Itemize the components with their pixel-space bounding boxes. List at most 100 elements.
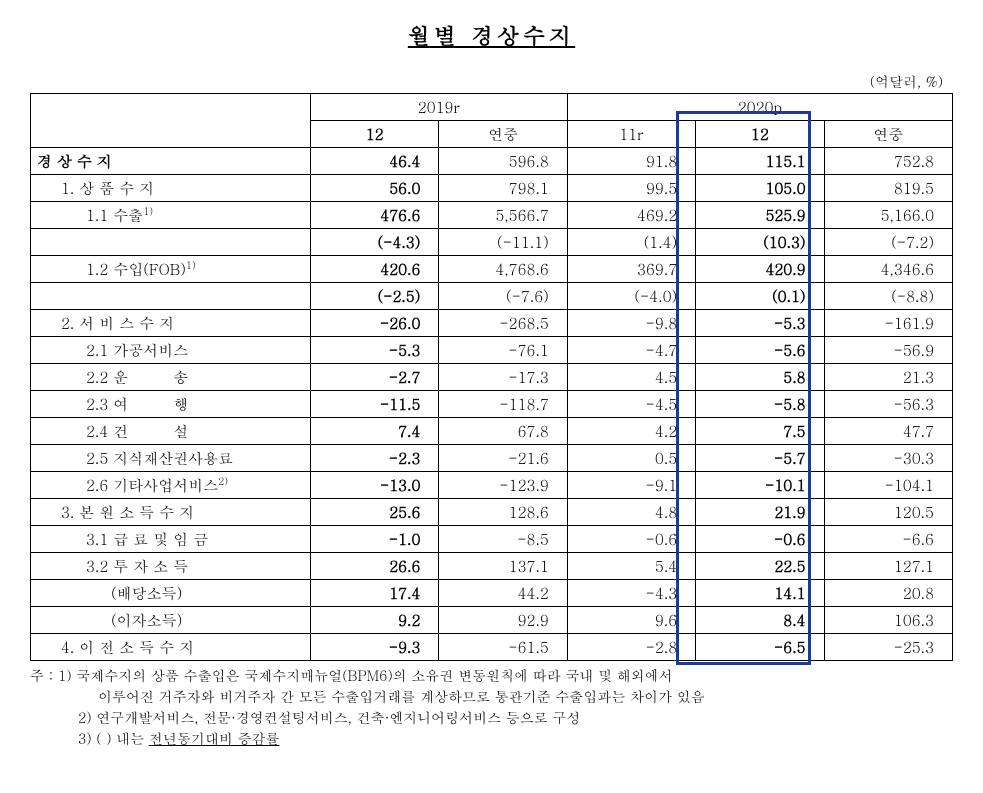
cell: -5.3 [311, 337, 439, 364]
cell: 105.0 [696, 175, 824, 202]
table-row: 2.3 여 행-11.5-118.7-4.5-5.8-56.3 [31, 391, 953, 418]
cell: -1.0 [311, 526, 439, 553]
cell: 137.1 [439, 553, 567, 580]
cell: 5.4 [567, 553, 695, 580]
table-row: (이자소득)9.292.99.68.4106.3 [31, 607, 953, 634]
cell: -10.1 [696, 472, 824, 499]
table-row: 3. 본 원 소 득 수 지25.6128.64.821.9120.5 [31, 499, 953, 526]
note-prefix: 주 : [30, 665, 58, 685]
cell: 0.5 [567, 445, 695, 472]
cell: 5.8 [696, 364, 824, 391]
note-1a: 주 : 1) 국제수지의 상품 수출입은 국제수지매뉴얼(BPM6)의 소유권 … [30, 665, 953, 686]
header-sub5: 연중 [824, 121, 952, 148]
cell: -26.0 [311, 310, 439, 337]
row-label: (이자소득) [31, 607, 311, 634]
cell: -5.8 [696, 391, 824, 418]
cell: -25.3 [824, 634, 952, 661]
cell: -13.0 [311, 472, 439, 499]
table-row: 3.1 급 료 및 임 금-1.0-8.5-0.6-0.6-6.6 [31, 526, 953, 553]
cell: 420.6 [311, 256, 439, 283]
note-1b: 이루어진 거주자와 비거주자 간 모든 수출입거래를 계상하므로 통관기준 수출… [30, 686, 953, 707]
row-label: (배당소득) [31, 580, 311, 607]
table-row: 4. 이 전 소 득 수 지-9.3-61.5-2.8-6.5-25.3 [31, 634, 953, 661]
cell: 5,166.0 [824, 202, 952, 229]
cell: 120.5 [824, 499, 952, 526]
table-row: (-2.5)(-7.6)(-4.0)(0.1)(-8.8) [31, 283, 953, 310]
cell: 20.8 [824, 580, 952, 607]
cell: -0.6 [696, 526, 824, 553]
cell: 7.5 [696, 418, 824, 445]
table-row: 2.1 가공서비스-5.3-76.1-4.7-5.6-56.9 [31, 337, 953, 364]
cell: 5,566.7 [439, 202, 567, 229]
table-wrapper: 2019r 2020p 12 연중 11r 12 연중 경 상 수 지46.45… [30, 93, 953, 661]
cell: 92.9 [439, 607, 567, 634]
cell: 9.6 [567, 607, 695, 634]
cell: -4.5 [567, 391, 695, 418]
cell: -5.7 [696, 445, 824, 472]
cell: (-4.3) [311, 229, 439, 256]
cell: -30.3 [824, 445, 952, 472]
cell: -118.7 [439, 391, 567, 418]
cell: 91.8 [567, 148, 695, 175]
cell: (-2.5) [311, 283, 439, 310]
cell: (-4.0) [567, 283, 695, 310]
cell: 127.1 [824, 553, 952, 580]
cell: 8.4 [696, 607, 824, 634]
header-sub3: 11r [567, 121, 695, 148]
data-table: 2019r 2020p 12 연중 11r 12 연중 경 상 수 지46.45… [30, 93, 953, 661]
cell: 46.4 [311, 148, 439, 175]
cell: -161.9 [824, 310, 952, 337]
row-label: 3. 본 원 소 득 수 지 [31, 499, 311, 526]
table-row: 2.2 운 송-2.7-17.34.55.821.3 [31, 364, 953, 391]
row-label: 2.2 운 송 [31, 364, 311, 391]
cell: 4.8 [567, 499, 695, 526]
row-label: 2.5 지식재산권사용료 [31, 445, 311, 472]
header-row-1: 2019r 2020p [31, 94, 953, 121]
table-row: (-4.3)(-11.1)(1.4)(10.3)(-7.2) [31, 229, 953, 256]
table-row: 2. 서 비 스 수 지-26.0-268.5-9.8-5.3-161.9 [31, 310, 953, 337]
row-label: 2.1 가공서비스 [31, 337, 311, 364]
page-title: 월별 경상수지 [30, 20, 953, 51]
cell: (-11.1) [439, 229, 567, 256]
cell: 369.7 [567, 256, 695, 283]
cell: -17.3 [439, 364, 567, 391]
table-row: 2.5 지식재산권사용료-2.3-21.60.5-5.7-30.3 [31, 445, 953, 472]
header-sub2: 연중 [439, 121, 567, 148]
cell: -4.3 [567, 580, 695, 607]
cell: 44.2 [439, 580, 567, 607]
cell: -56.3 [824, 391, 952, 418]
cell: 99.5 [567, 175, 695, 202]
row-label: 3.2 투 자 소 득 [31, 553, 311, 580]
cell: (0.1) [696, 283, 824, 310]
table-row: (배당소득)17.444.2-4.314.120.8 [31, 580, 953, 607]
cell: 106.3 [824, 607, 952, 634]
table-row: 경 상 수 지46.4596.891.8115.1752.8 [31, 148, 953, 175]
header-blank [31, 94, 311, 148]
cell: (10.3) [696, 229, 824, 256]
footnotes: 주 : 1) 국제수지의 상품 수출입은 국제수지매뉴얼(BPM6)의 소유권 … [30, 665, 953, 749]
cell: 26.6 [311, 553, 439, 580]
cell: -9.3 [311, 634, 439, 661]
unit-label: (억달러, %) [30, 71, 953, 91]
note-2: 2) 연구개발서비스, 전문·경영컨설팅서비스, 건축·엔지니어링서비스 등으로… [30, 707, 953, 728]
table-row: 1.1 수출1)476.65,566.7469.2525.95,166.0 [31, 202, 953, 229]
cell: -76.1 [439, 337, 567, 364]
row-label: 3.1 급 료 및 임 금 [31, 526, 311, 553]
cell: 115.1 [696, 148, 824, 175]
cell: 9.2 [311, 607, 439, 634]
row-label: 2. 서 비 스 수 지 [31, 310, 311, 337]
row-label: 1.2 수입(FOB)1) [31, 256, 311, 283]
cell: 596.8 [439, 148, 567, 175]
table-row: 3.2 투 자 소 득26.6137.15.422.5127.1 [31, 553, 953, 580]
cell: 128.6 [439, 499, 567, 526]
cell: 469.2 [567, 202, 695, 229]
cell: 22.5 [696, 553, 824, 580]
cell: 21.3 [824, 364, 952, 391]
cell: -9.8 [567, 310, 695, 337]
row-label [31, 229, 311, 256]
row-label: 4. 이 전 소 득 수 지 [31, 634, 311, 661]
note-1a-text: 1) 국제수지의 상품 수출입은 국제수지매뉴얼(BPM6)의 소유권 변동원칙… [58, 665, 673, 685]
cell: 819.5 [824, 175, 952, 202]
row-label: 2.6 기타사업서비스2) [31, 472, 311, 499]
cell: -2.8 [567, 634, 695, 661]
